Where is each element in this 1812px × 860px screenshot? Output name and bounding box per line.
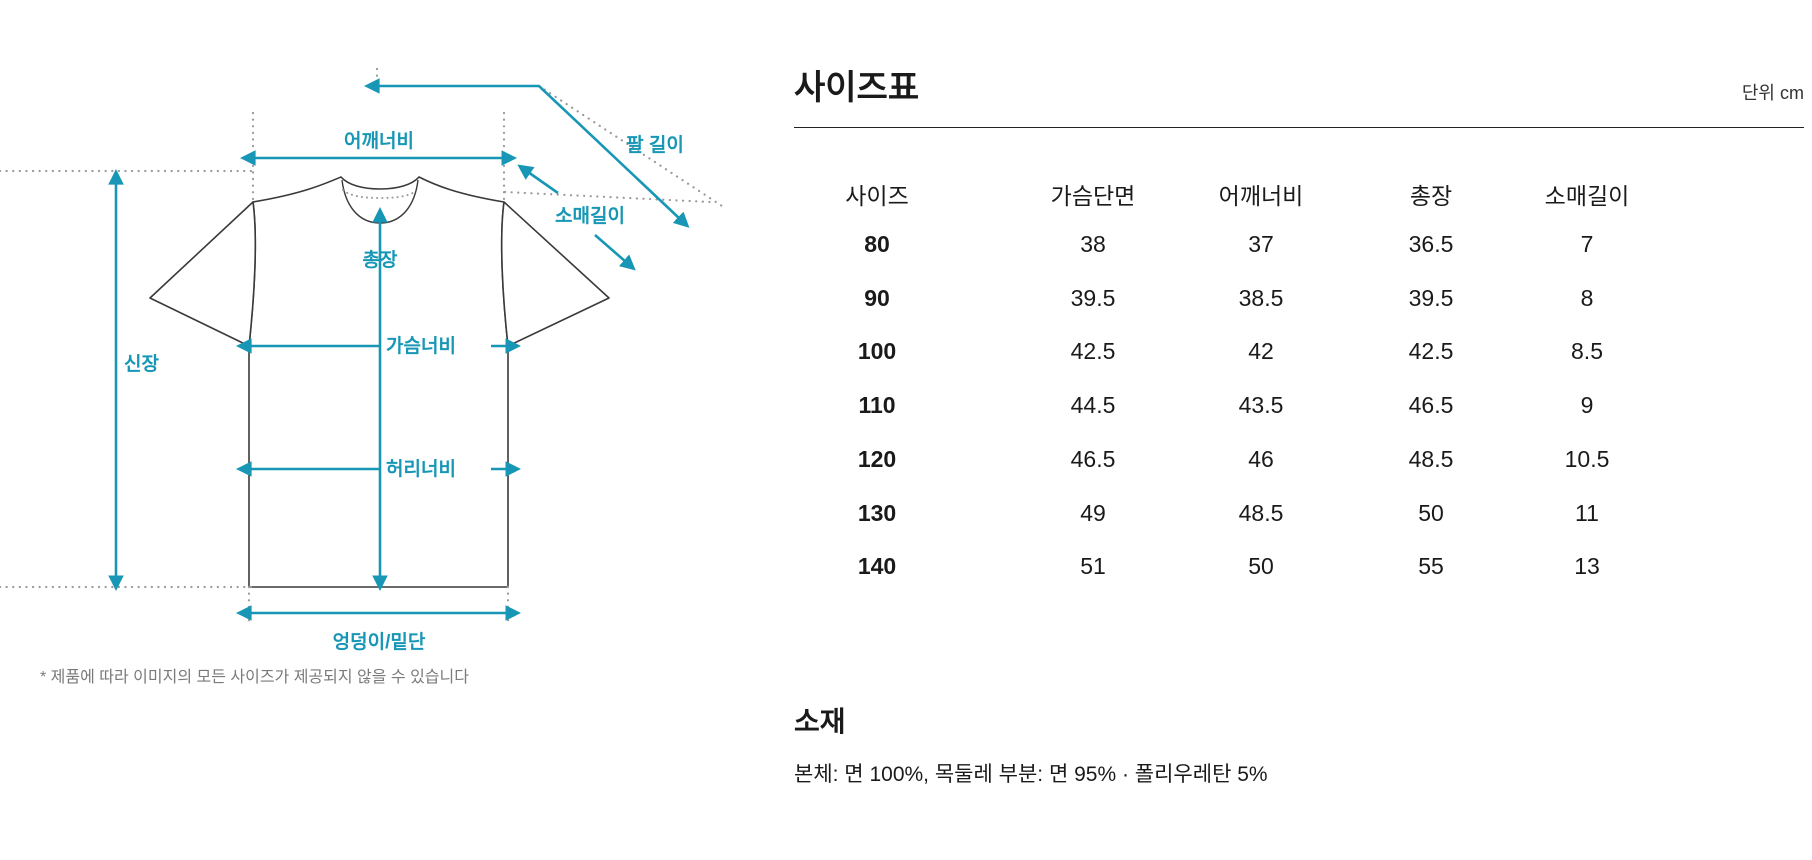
svg-text:신장: 신장 xyxy=(124,353,159,375)
svg-text:허리너비: 허리너비 xyxy=(386,458,456,480)
svg-text:엉덩이/밑단: 엉덩이/밑단 xyxy=(333,631,426,653)
svg-text:팔 길이: 팔 길이 xyxy=(626,134,684,156)
svg-text:소매길이: 소매길이 xyxy=(555,205,625,227)
svg-text:가슴너비: 가슴너비 xyxy=(386,335,456,357)
svg-text:총장: 총장 xyxy=(363,249,398,271)
svg-text:* 제품에 따라 이미지의 모든 사이즈가 제공되지 않을: * 제품에 따라 이미지의 모든 사이즈가 제공되지 않을 수 있습니다 xyxy=(40,668,469,686)
svg-text:어깨너비: 어깨너비 xyxy=(344,130,414,152)
